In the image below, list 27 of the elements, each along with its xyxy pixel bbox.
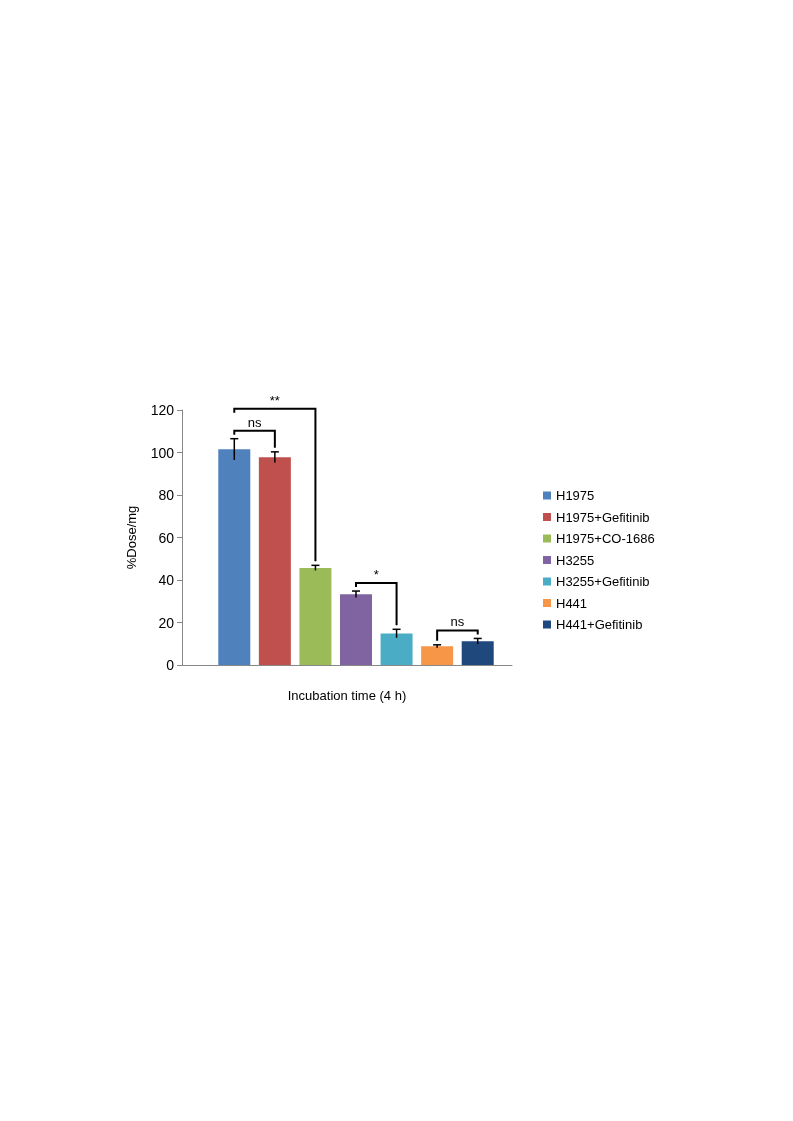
x-axis-title: Incubation time (4 h): [287, 688, 407, 703]
y-tick-label: 120: [150, 402, 175, 418]
bar: [421, 646, 454, 665]
y-tick-label: 100: [150, 444, 175, 461]
legend-label: H1975: [556, 488, 595, 503]
y-tick-label: 40: [158, 572, 175, 588]
legend-label: H3255: [556, 552, 595, 568]
legend-label: H1975+Gefitinib: [556, 509, 650, 525]
text: **: [269, 392, 280, 408]
legend-label: H441+Gefitinib: [556, 617, 643, 632]
y-tick-label: 20: [158, 614, 175, 631]
annotation: ns: [450, 614, 465, 630]
bar: [380, 633, 413, 665]
bar: [340, 594, 372, 665]
legend-label: H441: [556, 595, 588, 611]
bar: [258, 457, 291, 665]
bar: [461, 641, 494, 665]
bar: [218, 449, 251, 665]
y-axis-title: %Dose/mg: [124, 505, 139, 570]
annotation: ns: [247, 414, 262, 430]
bar: [299, 567, 332, 665]
annotation: *: [373, 567, 379, 583]
y-tick-label: 80: [158, 487, 175, 503]
y-tick-label: 60: [158, 529, 175, 546]
y-tick-label: 0: [166, 657, 175, 673]
legend-label: H3255+Gefitinib: [556, 574, 650, 589]
legend-label: H1975+CO-1686: [556, 531, 655, 546]
